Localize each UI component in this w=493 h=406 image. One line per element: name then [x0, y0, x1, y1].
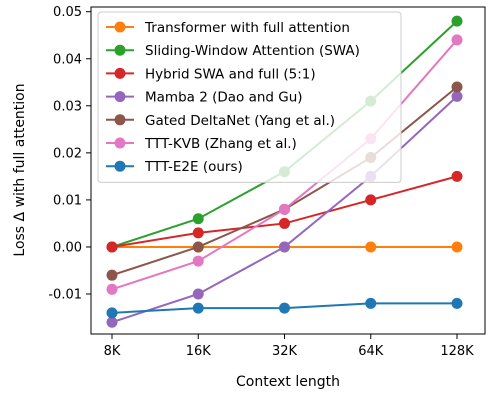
data-point [451, 81, 463, 93]
data-point [106, 283, 118, 295]
series-2 [106, 170, 463, 253]
legend-item: Transformer with full attention [106, 20, 350, 36]
y-tick-label: 0.03 [53, 99, 82, 114]
plot-frame [90, 6, 486, 335]
y-tick-label: 0.02 [53, 146, 82, 161]
legend-item: TTT-KVB (Zhang et al.) [106, 136, 297, 152]
x-tick-label: 8K [104, 344, 121, 359]
data-point [365, 297, 377, 309]
data-point [106, 307, 118, 319]
data-point [279, 241, 290, 253]
data-point [365, 241, 377, 253]
x-tick-label: 128K [440, 344, 474, 359]
data-point [192, 241, 204, 253]
legend-label: Hybrid SWA and full (5:1) [145, 66, 316, 82]
legend-marker [114, 114, 126, 126]
data-point [451, 297, 463, 309]
y-axis-title: Loss Δ with full attention [12, 83, 28, 256]
legend-label: TTT-KVB (Zhang et al.) [144, 136, 297, 152]
data-point [365, 194, 377, 206]
data-point [279, 217, 290, 229]
data-point [192, 302, 204, 314]
y-tick-label: -0.01 [48, 288, 82, 303]
data-point [451, 90, 463, 102]
data-point [451, 170, 463, 182]
legend-marker [114, 44, 126, 56]
y-tick-label: 0.00 [53, 240, 82, 255]
data-point [106, 241, 118, 253]
y-tick-label: 0.04 [53, 52, 82, 67]
data-point [192, 288, 204, 300]
x-tick-label: 32K [272, 344, 298, 359]
legend-label: Sliding-Window Attention (SWA) [145, 43, 360, 59]
data-point [192, 213, 204, 225]
legend-marker [114, 137, 126, 149]
legend-label: TTT-E2E (ours) [144, 159, 243, 175]
data-point [451, 241, 463, 253]
legend-marker [114, 67, 126, 79]
legend-marker [114, 91, 126, 103]
legend-label: Mamba 2 (Dao and Gu) [145, 90, 303, 106]
y-tick-label: 0.01 [53, 193, 82, 208]
legend: Transformer with full attention Sliding-W… [97, 11, 402, 183]
series-6 [106, 297, 463, 319]
legend-marker [114, 160, 126, 172]
data-point [279, 203, 290, 215]
y-tick-label: 0.05 [53, 5, 82, 20]
legend-item: Mamba 2 (Dao and Gu) [106, 90, 303, 106]
legend-marker [114, 21, 126, 33]
data-point [451, 15, 463, 27]
legend-item: Gated DeltaNet (Yang et al.) [106, 113, 335, 129]
x-axis-title: Context length [236, 374, 340, 390]
legend-item: TTT-E2E (ours) [106, 159, 243, 175]
legend-box [97, 11, 402, 183]
legend-label: Gated DeltaNet (Yang et al.) [145, 113, 335, 129]
data-point [192, 227, 204, 239]
data-point [279, 302, 290, 314]
data-point [106, 316, 118, 328]
legend-item: Sliding-Window Attention (SWA) [106, 43, 360, 59]
legend-label: Transformer with full attention [144, 20, 350, 36]
x-tick-label: 64K [358, 344, 384, 359]
legend-item: Hybrid SWA and full (5:1) [106, 66, 316, 82]
data-point [192, 255, 204, 267]
ticks-layer: 8K 16K 32K 64K 128K -0.01 0.00 0.01 0.02 0.03 0.04… [48, 5, 474, 359]
x-tick-label: 16K [186, 344, 212, 359]
data-point [451, 34, 463, 46]
data-point [106, 269, 118, 281]
